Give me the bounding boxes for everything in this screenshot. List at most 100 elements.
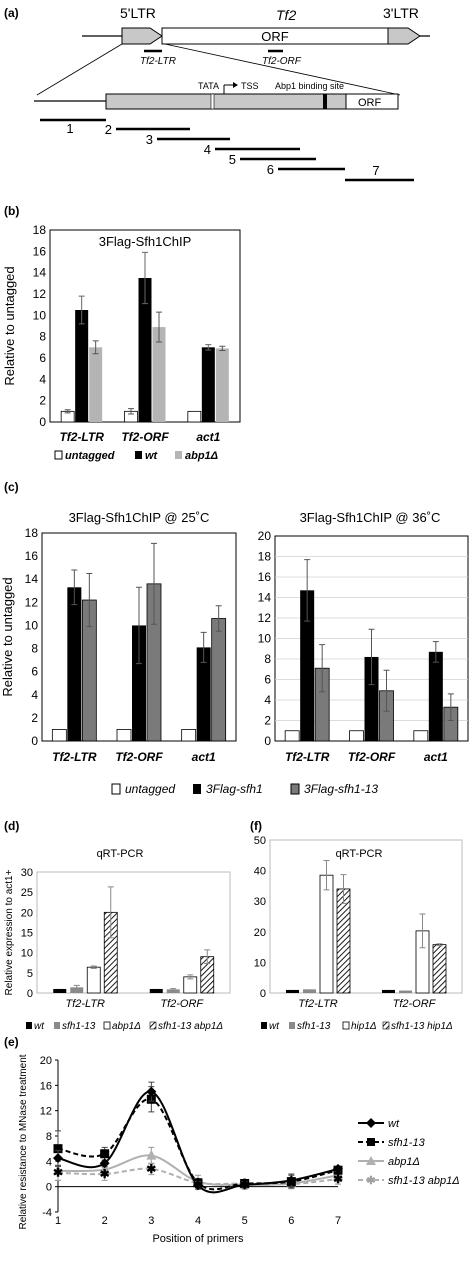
chart-e-ytick-16: 16 xyxy=(40,1080,52,1092)
legend-c-sfh1: 3Flag-sfh1 xyxy=(206,782,263,796)
errbar-f-sfh1-13-hip1-tf2-ltr xyxy=(340,874,347,904)
bar-b-wt-tf2-ltr xyxy=(75,310,89,422)
legend-e-marker-double: ✱ xyxy=(366,1175,375,1187)
chart-d-ytick-30: 30 xyxy=(21,867,33,879)
primer-amplicons: 1 2 3 4 5 6 7 xyxy=(40,118,414,182)
point-e-sfh1-13-abp1-3: ✱ xyxy=(146,1162,156,1176)
legend-b-swatch-untagged xyxy=(54,450,63,460)
chart-e-xtick-5: 5 xyxy=(242,1215,248,1227)
chart-c1-ytick-14: 14 xyxy=(25,572,39,586)
point-e-sfh1-13-abp1-1: ✱ xyxy=(53,1166,63,1180)
abp1-site-marker xyxy=(323,94,327,109)
bar-f-sfh1-13-hip1-tf2-ltr xyxy=(336,888,351,994)
errbar-f-hip1-tf2-orf xyxy=(419,913,426,949)
bar-f-sfh1-13-tf2-orf xyxy=(399,990,412,993)
legend-d-swatch-double xyxy=(149,1021,157,1030)
chart-c1-ytick-8: 8 xyxy=(31,642,38,656)
chart-b-ytick-18: 18 xyxy=(33,223,47,237)
chart-e-ytick-0: 0 xyxy=(46,1182,52,1194)
chart-c2-ytick-6: 6 xyxy=(264,673,271,687)
chart-d-ytick-10: 10 xyxy=(21,948,33,960)
tf2-ltr-label: Tf2-LTR xyxy=(140,56,176,67)
bar-f-hip1-tf2-ltr xyxy=(319,874,334,994)
errbar-c1-3flag-sfh1-tf2-orf xyxy=(136,586,142,665)
errbar-f-sfh1-13-hip1-tf2-orf xyxy=(436,943,443,947)
chart-b-ytick-10: 10 xyxy=(33,308,47,322)
bar-d-sfh1-13-tf2-orf xyxy=(166,989,180,993)
panel-d-legend: wt sfh1-13 abp1Δ sfh1-13 abp1Δ xyxy=(26,1021,223,1032)
ltr3-arrow xyxy=(387,27,421,45)
point-e-abp1-3 xyxy=(146,1149,157,1160)
panel-a-schematic: (a) 5'LTR Tf2 3'LTR ORF Tf2-LTR Tf2-ORF … xyxy=(4,5,430,182)
chart-d: 0 5 10 15 20 25 30 qRT-PCR Relative expression t… xyxy=(4,848,231,1010)
chart-f-ytick-0: 0 xyxy=(260,988,266,1000)
legend-e-marker-wt xyxy=(366,1118,376,1128)
primer-3-label: 3 xyxy=(146,132,153,147)
errbar-c2-3flag-sfh1-act1 xyxy=(432,641,439,663)
errbar-c1-3flag-sfh1-13-tf2-ltr xyxy=(86,572,93,628)
errbar-b-abp1-act1 xyxy=(219,345,226,352)
chart-c1-title: 3Flag-Sfh1ChIP @ 25˚C xyxy=(69,510,210,525)
tata-marker xyxy=(210,93,215,110)
primer-1-label: 1 xyxy=(66,121,73,136)
abp1-site-label: Abp1 binding site xyxy=(275,81,344,91)
panel-d-label: (d) xyxy=(4,819,19,833)
chart-b-ytick-8: 8 xyxy=(39,330,46,344)
errbar-b-wt-tf2-orf xyxy=(142,251,148,305)
bar-b-untagged-act1 xyxy=(187,410,202,423)
chart-b-ytick-14: 14 xyxy=(33,266,47,280)
tss-arrow-head xyxy=(233,82,238,88)
errbar-d-sfh1-13-abp1-tf2-ltr xyxy=(107,886,114,939)
errbar-c2-3flag-sfh1-13-tf2-ltr xyxy=(319,644,326,693)
primer-4-label: 4 xyxy=(204,142,211,157)
primer-2-label: 2 xyxy=(105,122,112,137)
chart-e-ylabel: Relative resistance to MNase treatment xyxy=(18,1054,29,1229)
chart-c2-ytick-14: 14 xyxy=(258,591,272,605)
chart-d-ytick-15: 15 xyxy=(21,928,33,940)
chart-c1-ytick-6: 6 xyxy=(31,665,38,679)
errbar-c1-3flag-sfh1-13-act1 xyxy=(215,605,222,632)
zoom-guide-left xyxy=(36,43,123,96)
chart-f-ytick-20: 20 xyxy=(254,927,266,939)
chart-b-ytick-12: 12 xyxy=(33,287,47,301)
zoom-ltr-box xyxy=(105,93,347,110)
chart-f-xtick-tf2-ltr: Tf2-LTR xyxy=(298,998,338,1010)
errbar-d-abp1-tf2-ltr xyxy=(90,965,97,969)
legend-d-swatch-abp1 xyxy=(103,1021,111,1030)
chart-c1-xtick-tf2-ltr: Tf2-LTR xyxy=(52,750,97,764)
primer-5-label: 5 xyxy=(229,152,236,167)
point-e-wt-2 xyxy=(99,1158,110,1169)
chart-c1-ytick-10: 10 xyxy=(25,618,39,632)
chart-c2-ytick-2: 2 xyxy=(264,714,271,728)
bar-c1-3flag-sfh1-act1 xyxy=(196,647,211,741)
chart-e-xtick-7: 7 xyxy=(335,1215,341,1227)
bar-b-abp1-act1 xyxy=(215,348,229,422)
chart-e-xtick-2: 2 xyxy=(102,1215,108,1227)
primer-7-label: 7 xyxy=(372,163,379,178)
ltr5-label: 5'LTR xyxy=(120,5,156,21)
chart-b: 0 2 4 6 8 10 12 14 16 18 3Flag-Sfh1ChIP Relative to… xyxy=(2,223,241,444)
chart-d-xtick-tf2-orf: Tf2-ORF xyxy=(160,998,204,1010)
orf-label: ORF xyxy=(261,29,289,44)
legend-d-sfh1-13: sfh1-13 xyxy=(62,1021,96,1032)
bar-f-wt-tf2-ltr xyxy=(286,989,299,993)
bar-c2-3flag-sfh1-act1 xyxy=(428,651,443,741)
chart-d-ytick-0: 0 xyxy=(27,988,33,1000)
bar-c2-3flag-sfh1-tf2-ltr xyxy=(300,590,315,741)
panel-e-label: (e) xyxy=(4,1035,19,1049)
errbar-e-sfh1-13-abp1-3 xyxy=(148,1162,155,1176)
chart-c2-ytick-8: 8 xyxy=(264,652,271,666)
chart-c2-ytick-10: 10 xyxy=(258,632,272,646)
tf2-orf-label: Tf2-ORF xyxy=(262,56,302,67)
tata-label: TATA xyxy=(198,81,219,91)
chart-d-frame xyxy=(36,871,231,994)
chart-b-title: 3Flag-Sfh1ChIP xyxy=(99,234,192,249)
panel-f-legend: wt sfh1-13 hip1Δ sfh1-13 hip1Δ xyxy=(261,1021,453,1032)
tf2-label: Tf2 xyxy=(276,7,296,23)
errbar-f-hip1-tf2-ltr xyxy=(323,860,330,891)
legend-d-abp1: abp1Δ xyxy=(112,1021,141,1032)
chart-b-xtick-tf2-ltr: Tf2-LTR xyxy=(59,430,104,444)
errbar-b-untagged-tf2-ltr xyxy=(64,409,71,414)
chart-c2-xtick-tf2-orf: Tf2-ORF xyxy=(348,750,396,764)
chart-e-ytick-20: 20 xyxy=(40,1055,52,1067)
